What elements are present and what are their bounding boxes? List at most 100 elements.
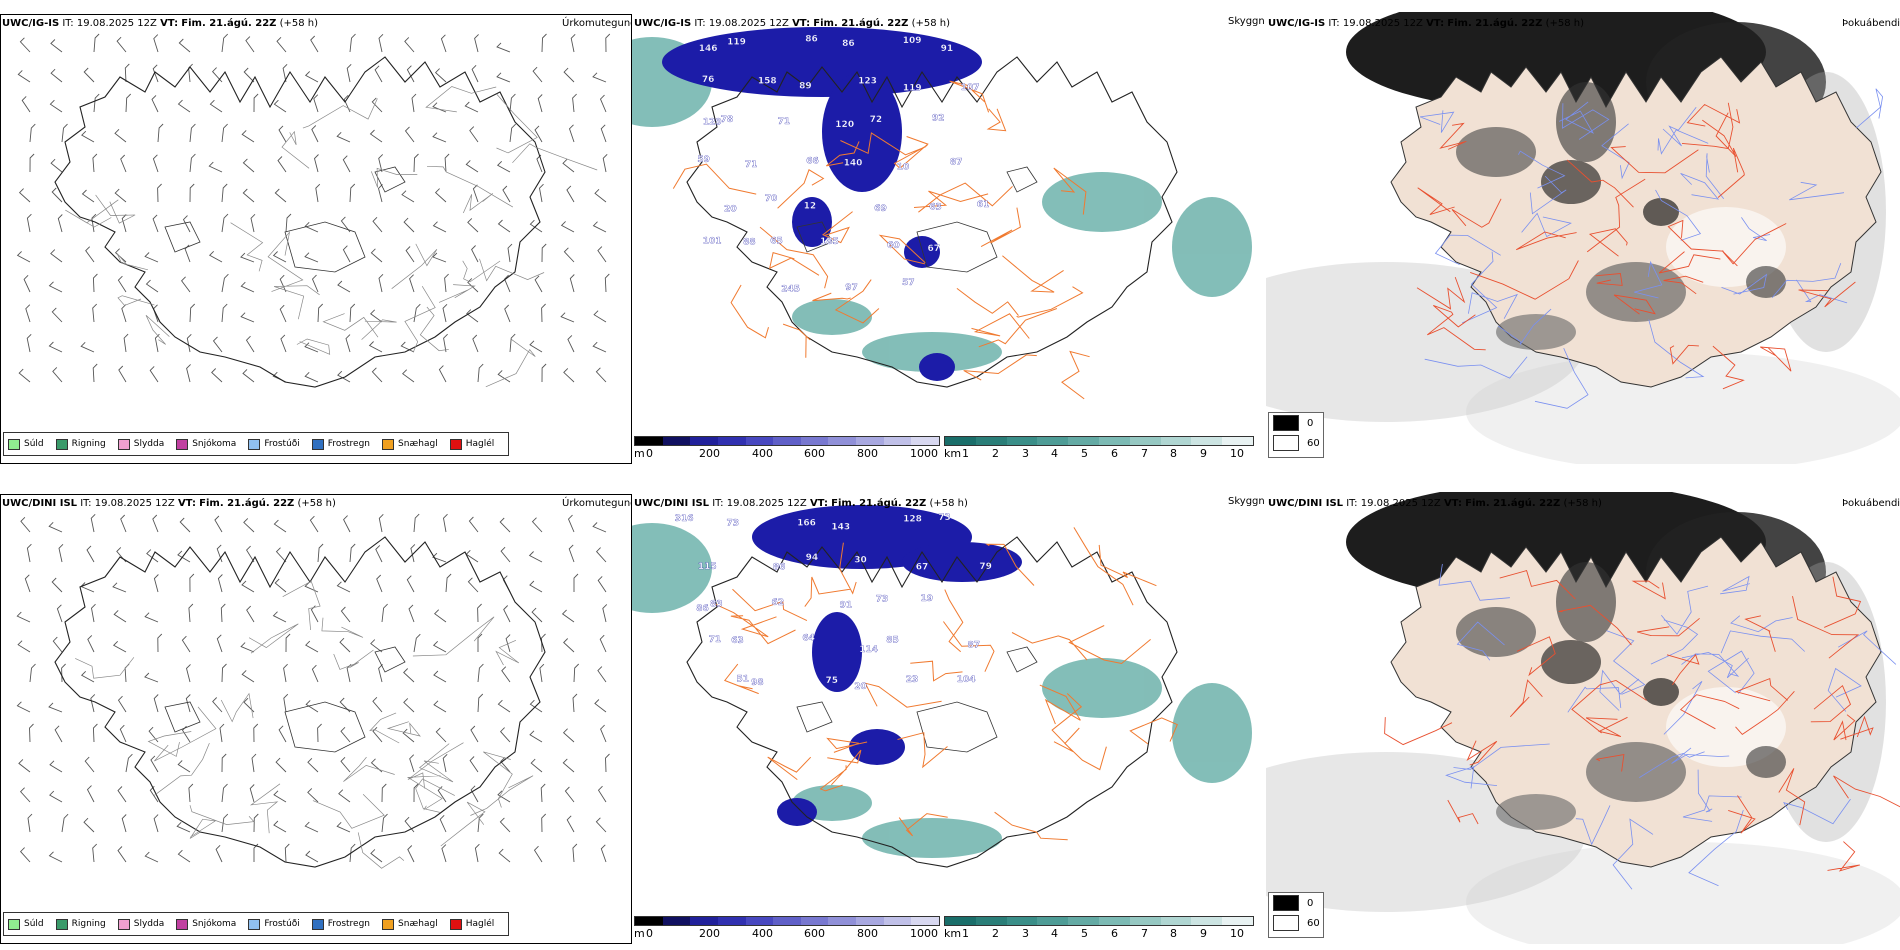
wind-barb	[496, 42, 511, 53]
wind-barb	[562, 158, 575, 173]
wind-barb	[16, 611, 31, 623]
wind-barb	[381, 603, 388, 623]
wind-barb	[80, 670, 95, 683]
wind-barb	[537, 94, 543, 113]
wind-barb	[272, 371, 287, 383]
wind-barb	[600, 124, 607, 143]
visibility-patch	[1042, 658, 1162, 718]
wind-barb	[48, 341, 63, 353]
wind-barb	[375, 545, 383, 563]
wind-barb	[153, 34, 159, 53]
scale-tick: 10	[1230, 927, 1244, 940]
wind-barb	[509, 123, 517, 143]
wind-barb	[349, 33, 356, 53]
wind-barb	[477, 633, 483, 652]
wind-barb	[217, 574, 223, 593]
wind-barb	[337, 280, 351, 293]
cloud-base-value: 245	[781, 284, 800, 294]
fog-legend-label: 0	[1307, 417, 1314, 429]
fog-legend-label: 60	[1307, 917, 1320, 929]
wind-barb	[176, 821, 191, 833]
scale-tick: 3	[1022, 447, 1029, 460]
cloud-base-value: 166	[797, 519, 816, 529]
wind-barb	[112, 582, 127, 593]
wind-barb	[442, 753, 448, 773]
wind-barb	[26, 333, 32, 353]
wind-barb	[123, 333, 129, 353]
roads	[1384, 570, 1900, 872]
wind-barb	[433, 700, 447, 713]
wind-barb	[276, 36, 287, 53]
wind-barb	[221, 33, 229, 53]
wind-barb	[342, 155, 351, 173]
wind-barb	[189, 153, 196, 173]
wind-barb	[212, 697, 223, 713]
wind-barb	[437, 786, 447, 803]
wind-barb	[338, 789, 351, 803]
cloud-base-fill	[662, 27, 982, 381]
legend-item: Slydda	[117, 918, 165, 930]
wind-barb	[340, 606, 351, 623]
wind-barb	[121, 304, 127, 323]
legend-swatch	[176, 438, 189, 450]
wind-barb	[304, 221, 319, 233]
scale-unit: m	[634, 447, 645, 460]
scale-swatch	[856, 437, 884, 445]
wind-barb	[214, 515, 223, 533]
wind-barb	[246, 605, 255, 623]
wind-barb	[477, 663, 484, 683]
wind-barb	[410, 544, 416, 563]
scale-tick: 8	[1170, 927, 1177, 940]
cloud-base-value: 120	[835, 120, 854, 130]
wind-barb	[499, 517, 511, 533]
wind-barb	[562, 758, 575, 773]
legend-item: Frostúði	[248, 918, 300, 930]
wind-barb	[572, 93, 577, 113]
wind-barb	[472, 334, 479, 353]
scale-swatch	[1222, 437, 1253, 445]
wind-barb	[403, 698, 415, 713]
roads	[672, 80, 1090, 400]
legend-item: Rigning	[55, 438, 106, 450]
wind-barb	[464, 101, 479, 113]
wind-barb	[221, 753, 227, 773]
wind-barb	[404, 126, 415, 143]
wind-barb	[114, 188, 127, 203]
cloud-base-patch	[904, 236, 940, 268]
scale-bar	[634, 436, 940, 446]
wind-barb	[18, 759, 31, 773]
cloud-base-patch	[902, 542, 1022, 582]
panel-header: UWC/IG-IS IT: 19.08.2025 12Z VT: Fim. 21…	[634, 18, 951, 29]
wind-barb	[529, 340, 543, 353]
wind-barb	[49, 99, 63, 113]
wind-barb	[245, 335, 255, 353]
wind-barb	[242, 188, 255, 203]
visibility-title: Skyggni	[1228, 496, 1264, 507]
cloud-base-value: 71	[709, 635, 722, 645]
wind-barb	[221, 813, 229, 833]
legend-item: Súld	[8, 438, 44, 450]
legend-label: Slydda	[133, 919, 165, 929]
legend-swatch	[176, 918, 189, 930]
wind-barb	[572, 843, 578, 863]
wind-barb	[189, 123, 196, 143]
wind-barb	[19, 847, 31, 863]
fog-patch	[1496, 794, 1576, 830]
scale-unit: km	[944, 447, 962, 460]
wind-barb	[370, 849, 383, 863]
fog-patch	[1541, 640, 1601, 684]
wind-barb	[339, 697, 351, 713]
cloud-base-value: 86	[696, 604, 709, 614]
wind-barb	[51, 307, 63, 323]
cloud-base-value: 107	[961, 83, 980, 93]
cloud-base-fill	[752, 505, 1022, 826]
wind-barb	[189, 573, 195, 593]
cloud-base-value: 30	[854, 556, 867, 566]
scale-swatch	[1068, 917, 1099, 925]
wind-barb	[343, 94, 351, 113]
cloud-base-value: 143	[831, 523, 850, 533]
scale-swatch	[1129, 437, 1161, 445]
cloud-base-map: 316 73 166 143 128 73 115 86 94 30 67 79 83 62 91 73 19 8…	[632, 505, 1252, 868]
wind-barb	[595, 817, 607, 833]
wind-barb	[563, 67, 575, 83]
